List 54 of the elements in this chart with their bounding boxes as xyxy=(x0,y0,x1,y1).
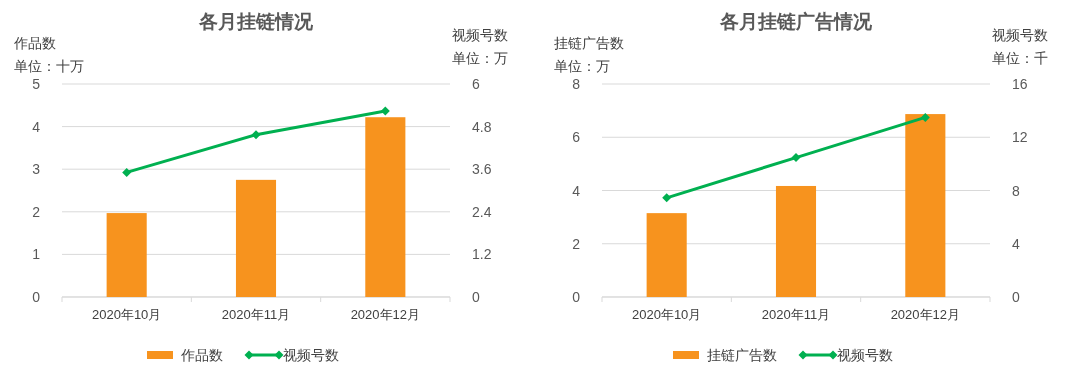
y-tick-label: 0 xyxy=(572,289,581,305)
y2-tick-label: 0 xyxy=(1012,289,1020,305)
legend-label: 作品数 xyxy=(180,347,223,363)
point xyxy=(380,106,390,116)
y2-tick-label: 1.2 xyxy=(472,246,492,263)
legend-label: 挂链广告数 xyxy=(707,347,777,363)
y-tick-label: 4 xyxy=(32,118,41,135)
y2-tick-label: 6 xyxy=(472,76,480,92)
point xyxy=(662,193,672,203)
point xyxy=(251,130,261,140)
point xyxy=(122,167,132,177)
y2-axis-title: 视频号数 xyxy=(992,27,1048,43)
x-tick-label: 2020年10月 xyxy=(631,307,702,322)
x-tick-label: 2020年10月 xyxy=(91,307,162,322)
text: 单位：千 xyxy=(992,50,1048,66)
bar xyxy=(775,185,817,297)
bar xyxy=(365,117,406,297)
point xyxy=(920,112,930,122)
y2-tick-label: 0 xyxy=(472,289,480,305)
y2-tick-label: 4 xyxy=(1012,235,1020,252)
y2-tick-label: 3.6 xyxy=(472,161,492,178)
chart-title: 各月挂链广告情况 xyxy=(719,11,873,32)
y-tick-label: 6 xyxy=(572,129,581,146)
y-tick-label: 1 xyxy=(32,246,41,263)
bar xyxy=(905,114,946,297)
y-tick-label: 5 xyxy=(32,76,41,92)
bar xyxy=(235,179,277,297)
y-tick-label: 8 xyxy=(572,76,581,92)
bar xyxy=(106,213,147,297)
point xyxy=(791,153,801,163)
bar xyxy=(646,213,687,297)
y-axis-title: 作品数 xyxy=(13,35,56,51)
y2-tick-label: 16 xyxy=(1012,76,1028,92)
x-tick-label: 2020年11月 xyxy=(221,307,291,322)
y2-tick-label: 12 xyxy=(1012,129,1028,146)
y2-axis-title: 视频号数 xyxy=(452,27,508,43)
y-tick-label: 4 xyxy=(572,182,581,199)
y2-tick-label: 4.8 xyxy=(472,118,492,135)
text: 单位：万 xyxy=(554,58,610,74)
x-tick-label: 2020年12月 xyxy=(890,307,961,322)
y-tick-label: 2 xyxy=(32,203,41,220)
x-tick-label: 2020年11月 xyxy=(761,307,831,322)
y2-tick-label: 2.4 xyxy=(472,203,492,220)
legend-label: 视频号数 xyxy=(837,347,893,363)
y2-tick-label: 8 xyxy=(1012,182,1020,199)
chart-title: 各月挂链情况 xyxy=(198,11,314,32)
y-tick-label: 3 xyxy=(32,161,41,178)
x-tick-label: 2020年12月 xyxy=(350,307,421,322)
legend-label: 视频号数 xyxy=(283,347,339,363)
text: 单位：十万 xyxy=(14,58,84,74)
y-tick-label: 0 xyxy=(32,289,41,305)
text: 单位：万 xyxy=(452,50,508,66)
y-axis-title: 挂链广告数 xyxy=(554,35,624,51)
y-tick-label: 2 xyxy=(572,235,581,252)
